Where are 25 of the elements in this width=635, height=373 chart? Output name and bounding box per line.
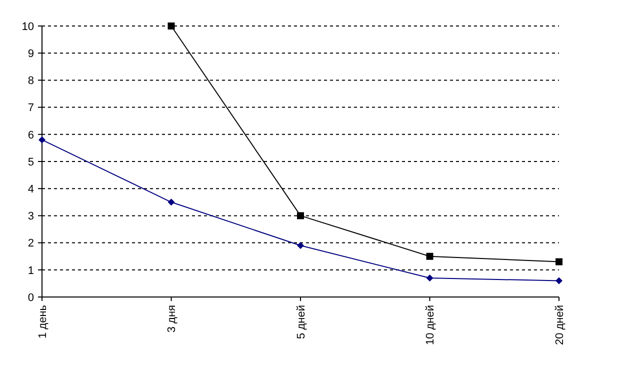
- y-tick-label: 7: [28, 102, 34, 114]
- point: [38, 136, 46, 144]
- x-tick-label: 20 дней: [554, 305, 566, 346]
- y-tick-label: 6: [28, 129, 34, 142]
- y-tick-label: 3: [28, 210, 34, 223]
- point: [426, 274, 434, 282]
- y-tick-label: 2: [28, 238, 34, 250]
- point: [168, 198, 175, 206]
- y-tick-label: 9: [28, 48, 34, 60]
- x-tick-label: 3 дня: [166, 304, 178, 333]
- point: [556, 277, 562, 284]
- point: [426, 252, 434, 260]
- y-tick-label: 4: [28, 183, 34, 196]
- point: [297, 242, 304, 250]
- x-tick-label: 1 день: [36, 304, 49, 339]
- y-tick-label: 1: [28, 264, 34, 277]
- x-tick-label: 5 дней: [295, 305, 308, 339]
- point: [168, 22, 175, 30]
- y-tick-label: 8: [28, 75, 34, 88]
- y-tick-label: 10: [22, 20, 34, 33]
- x-tick-label: 10 дней: [424, 305, 437, 346]
- point: [297, 212, 304, 220]
- y-tick-label: 5: [28, 156, 34, 168]
- y-tick-label: 0: [28, 292, 34, 304]
- point: [556, 258, 562, 266]
